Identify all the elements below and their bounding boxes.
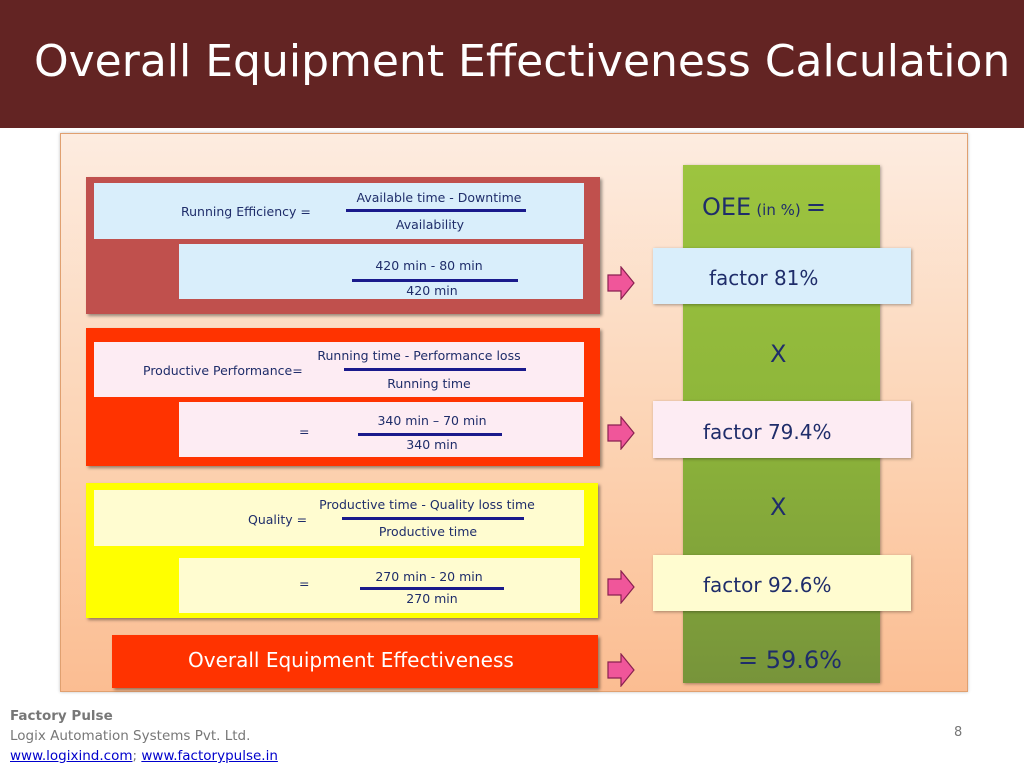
footer-brand: Factory Pulse [10,708,113,724]
fraction-bar [344,368,526,371]
factor-value: factor 92.6% [703,573,832,597]
running-efficiency-value-denominator: 420 min [406,283,458,298]
oee-result: = 59.6% [738,646,842,674]
running-efficiency-value-numerator: 420 min - 80 min [375,258,483,273]
oee-header: OEE (in %) = [702,193,826,221]
productive-performance-denominator: Running time [387,376,471,391]
factor-value: factor 81% [709,266,819,290]
title-bar [0,0,1024,128]
factor-box-productive-performance: factor 79.4% [653,401,911,458]
quality-value-numerator: 270 min - 20 min [375,569,483,584]
quality-value-denominator: 270 min [406,591,458,606]
running-efficiency-label: Running Efficiency = [181,204,311,219]
running-efficiency-values-box [179,244,583,299]
productive-performance-value-denominator: 340 min [406,437,458,452]
multiply-sign: X [770,340,787,368]
productive-performance-numerator: Running time - Performance loss [317,348,521,363]
quality-numerator: Productive time - Quality loss time [319,497,535,512]
running-efficiency-denominator: Availability [395,217,465,232]
equals-sign: = [299,576,310,591]
footer: Factory Pulse Logix Automation Systems P… [10,706,278,766]
oee-result-label: Overall Equipment Effectiveness [188,648,514,672]
footer-link-logixind[interactable]: www.logixind.com [10,748,133,764]
fraction-bar [360,587,504,590]
quality-values-box [179,558,580,613]
fraction-bar [346,209,526,212]
factor-box-running-efficiency: factor 81% [653,248,911,304]
footer-links: www.logixind.com; www.factorypulse.in [10,746,278,766]
factor-value: factor 79.4% [703,420,832,444]
oee-result-label-box: Overall Equipment Effectiveness [112,635,598,688]
oee-header-unit: (in %) [756,201,801,219]
running-efficiency-numerator: Available time - Downtime [356,190,522,205]
productive-performance-values-box [179,402,583,457]
productive-performance-value-numerator: 340 min – 70 min [377,413,487,428]
slide-title: Overall Equipment Effectiveness Calculat… [34,36,1011,87]
equals-sign: = [299,424,310,439]
oee-header-eq: = [805,193,826,221]
arrow-right-icon [607,653,635,687]
arrow-right-icon [607,570,635,604]
footer-separator: ; [132,748,138,764]
fraction-bar [352,279,518,282]
page-number: 8 [954,725,963,740]
factor-box-quality: factor 92.6% [653,555,911,611]
quality-denominator: Productive time [378,524,478,539]
quality-label: Quality = [248,512,308,527]
arrow-right-icon [607,266,635,300]
multiply-sign: X [770,493,787,521]
oee-header-main: OEE [702,193,752,221]
productive-performance-label: Productive Performance= [143,363,303,378]
fraction-bar [358,433,502,436]
footer-company: Logix Automation Systems Pvt. Ltd. [10,728,251,744]
fraction-bar [342,517,524,520]
arrow-right-icon [607,416,635,450]
footer-link-factorypulse[interactable]: www.factorypulse.in [141,748,278,764]
